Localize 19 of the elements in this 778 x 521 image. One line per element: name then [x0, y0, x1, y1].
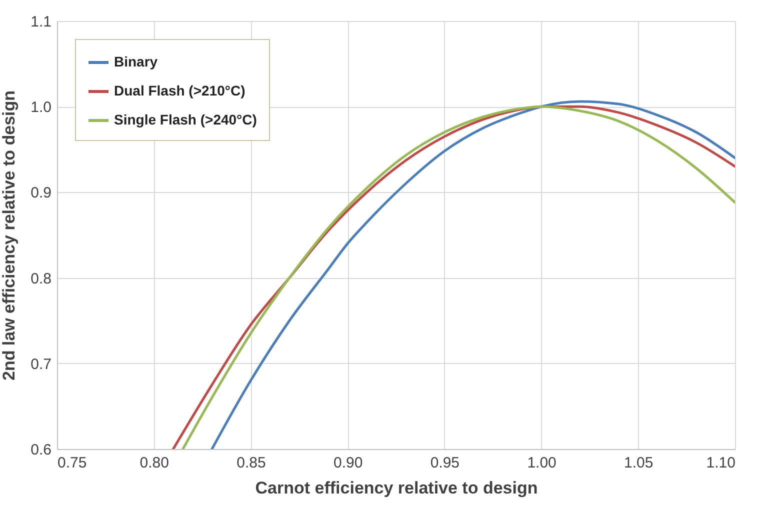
- x-tick-label: 0.80: [140, 454, 169, 472]
- x-tick-label: 1.10: [706, 454, 736, 472]
- y-tick-label: 0.8: [30, 270, 52, 288]
- y-tick-label: 0.9: [30, 184, 52, 202]
- legend-label: Dual Flash (>210°C): [114, 82, 246, 98]
- x-tick-label: 1.00: [527, 454, 556, 472]
- y-tick-label: 0.7: [30, 356, 52, 373]
- x-tick-label: 0.95: [430, 454, 460, 472]
- legend-label: Binary: [114, 54, 158, 70]
- y-tick-label: 1.1: [30, 14, 52, 30]
- y-tick-label: 0.6: [30, 442, 52, 458]
- legend-label: Single Flash (>240°C): [114, 112, 257, 128]
- y-axis-title: 2nd law efficiency relative to design: [0, 90, 19, 381]
- x-tick-label: 0.75: [58, 454, 87, 472]
- x-tick-label: 0.90: [333, 454, 363, 472]
- x-axis-title: Carnot efficiency relative to design: [255, 478, 538, 498]
- x-tick-label: 0.85: [236, 454, 266, 472]
- y-tick-label: 1.0: [30, 99, 52, 116]
- x-tick-label: 1.05: [624, 454, 654, 472]
